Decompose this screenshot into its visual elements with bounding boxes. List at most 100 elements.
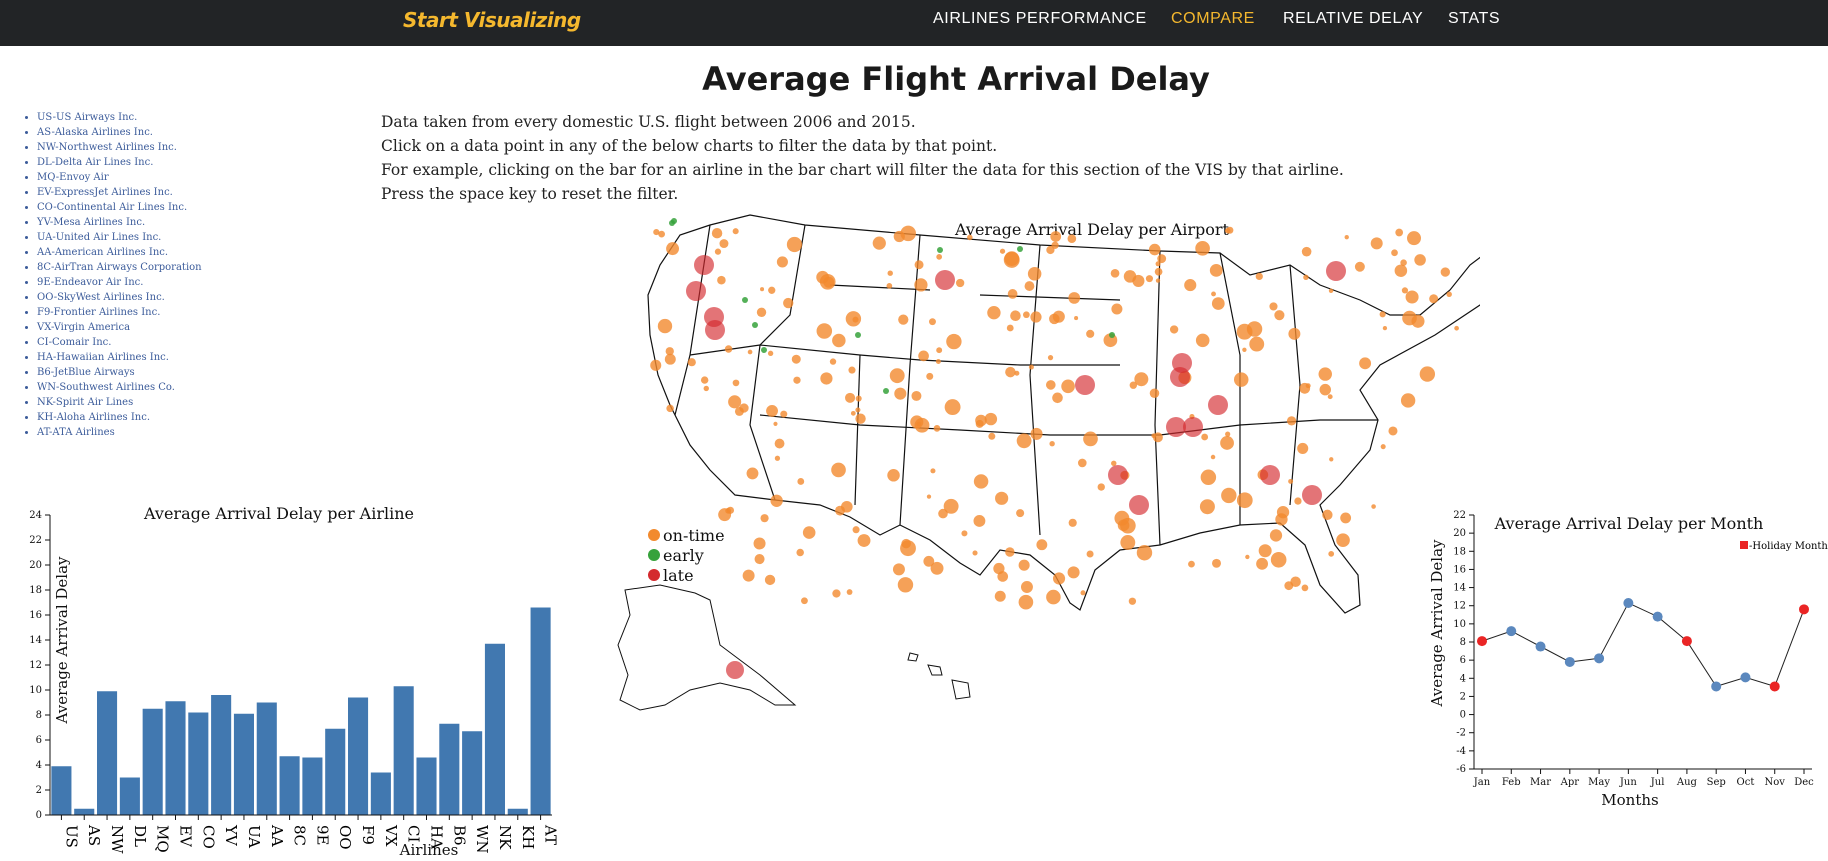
- airport-dot[interactable]: [823, 276, 835, 288]
- airport-dot[interactable]: [783, 297, 794, 309]
- airline-list-item[interactable]: DL-Delta Air Lines Inc.: [37, 155, 202, 170]
- airport-dot[interactable]: [1221, 487, 1237, 504]
- airport-dot[interactable]: [1359, 357, 1372, 370]
- airport-dot[interactable]: [1067, 566, 1080, 579]
- airport-dot[interactable]: [845, 392, 856, 403]
- airport-dot[interactable]: [1274, 310, 1285, 321]
- airport-dot[interactable]: [1284, 581, 1294, 591]
- airline-list-item[interactable]: 8C-AirTran Airways Corporation: [37, 260, 202, 275]
- airport-dot[interactable]: [1075, 375, 1095, 395]
- airport-dot[interactable]: [894, 387, 907, 400]
- bar-AA[interactable]: [256, 702, 277, 816]
- airport-dot[interactable]: [855, 407, 861, 413]
- month-point-Mar[interactable]: [1535, 641, 1546, 652]
- airline-list-item[interactable]: B6-JetBlue Airways: [37, 365, 202, 380]
- airport-dot[interactable]: [1379, 311, 1386, 318]
- airport-dot[interactable]: [900, 225, 916, 242]
- airport-dot[interactable]: [1005, 366, 1016, 378]
- airport-dot[interactable]: [658, 230, 665, 238]
- airport-dot[interactable]: [926, 494, 932, 499]
- airport-dot[interactable]: [1354, 261, 1365, 272]
- airport-dot[interactable]: [714, 248, 722, 255]
- airport-dot[interactable]: [1382, 325, 1388, 331]
- airport-dot[interactable]: [747, 349, 753, 355]
- airport-dot[interactable]: [855, 395, 862, 402]
- airport-dot[interactable]: [766, 404, 778, 417]
- airport-dot[interactable]: [1326, 261, 1346, 281]
- bar-NK[interactable]: [484, 643, 505, 815]
- airport-dot[interactable]: [1322, 509, 1333, 521]
- airport-dot[interactable]: [780, 410, 788, 418]
- airport-dot[interactable]: [705, 320, 725, 340]
- airport-dot[interactable]: [937, 247, 943, 253]
- airport-dot[interactable]: [1068, 292, 1081, 304]
- bar-OO[interactable]: [325, 728, 346, 815]
- airport-dot[interactable]: [719, 239, 729, 249]
- airport-dot[interactable]: [993, 562, 1005, 575]
- airport-dot[interactable]: [760, 514, 769, 523]
- airport-dot[interactable]: [1023, 311, 1030, 319]
- airport-dot[interactable]: [753, 537, 766, 550]
- airport-dot[interactable]: [1286, 416, 1297, 426]
- airport-dot[interactable]: [1303, 274, 1309, 281]
- airport-dot[interactable]: [767, 350, 774, 357]
- airport-dot[interactable]: [1184, 279, 1197, 292]
- airport-dot[interactable]: [1049, 441, 1055, 447]
- airport-dot[interactable]: [1027, 267, 1042, 281]
- brand-logo[interactable]: Start Visualizing: [403, 8, 581, 32]
- airport-dot[interactable]: [1111, 460, 1117, 467]
- airport-dot[interactable]: [846, 589, 853, 595]
- airport-dot[interactable]: [1030, 311, 1042, 323]
- airport-dot[interactable]: [1269, 529, 1283, 542]
- airport-dot[interactable]: [1302, 485, 1322, 505]
- airport-dot[interactable]: [773, 421, 778, 426]
- airport-dot[interactable]: [855, 332, 861, 338]
- airport-dot[interactable]: [967, 234, 973, 241]
- airport-dot[interactable]: [1155, 261, 1161, 267]
- airport-dot[interactable]: [1328, 288, 1334, 294]
- airport-dot[interactable]: [801, 597, 808, 605]
- airport-dot[interactable]: [1052, 392, 1063, 404]
- airport-dot[interactable]: [718, 508, 732, 522]
- airport-dot[interactable]: [694, 255, 714, 275]
- airport-dot[interactable]: [1370, 237, 1383, 250]
- airline-list-item[interactable]: AA-American Airlines Inc.: [37, 245, 202, 260]
- airport-dot[interactable]: [886, 282, 893, 289]
- airport-dot[interactable]: [973, 474, 989, 489]
- airline-list-item[interactable]: 9E-Endeavor Air Inc.: [37, 275, 202, 290]
- airport-dot[interactable]: [883, 388, 889, 394]
- airport-dot[interactable]: [770, 494, 783, 507]
- airport-dot[interactable]: [687, 358, 696, 367]
- airport-dot[interactable]: [768, 286, 776, 294]
- airport-dot[interactable]: [1208, 395, 1228, 415]
- airport-dot[interactable]: [1242, 347, 1247, 352]
- airport-dot[interactable]: [665, 347, 674, 356]
- airport-dot[interactable]: [898, 314, 909, 325]
- airport-dot[interactable]: [650, 359, 662, 371]
- airport-dot[interactable]: [1149, 388, 1160, 399]
- airport-dot[interactable]: [1301, 584, 1309, 592]
- airline-list-item[interactable]: KH-Aloha Airlines Inc.: [37, 410, 202, 425]
- airport-dot[interactable]: [1045, 380, 1056, 390]
- airport-dot[interactable]: [791, 354, 801, 364]
- airport-dot[interactable]: [724, 345, 733, 353]
- airport-dot[interactable]: [1297, 442, 1309, 454]
- airport-dot[interactable]: [857, 534, 871, 547]
- airport-dot[interactable]: [774, 455, 781, 461]
- airport-dot[interactable]: [1275, 513, 1288, 526]
- airport-dot[interactable]: [752, 322, 758, 328]
- airport-dot[interactable]: [728, 395, 742, 409]
- month-point-Jan[interactable]: [1477, 636, 1487, 647]
- airport-dot[interactable]: [711, 227, 723, 239]
- airport-dot[interactable]: [1074, 316, 1079, 321]
- airline-list-item[interactable]: HA-Hawaiian Airlines Inc.: [37, 350, 202, 365]
- airport-dot[interactable]: [999, 248, 1006, 254]
- airport-dot[interactable]: [1061, 379, 1075, 394]
- airline-list-item[interactable]: F9-Frontier Airlines Inc.: [37, 305, 202, 320]
- airport-dot[interactable]: [664, 353, 676, 365]
- airport-dot[interactable]: [1155, 278, 1161, 283]
- airport-dot[interactable]: [1129, 381, 1138, 389]
- airport-dot[interactable]: [1199, 499, 1215, 515]
- airport-dot[interactable]: [1036, 539, 1048, 551]
- airport-dot[interactable]: [717, 275, 726, 285]
